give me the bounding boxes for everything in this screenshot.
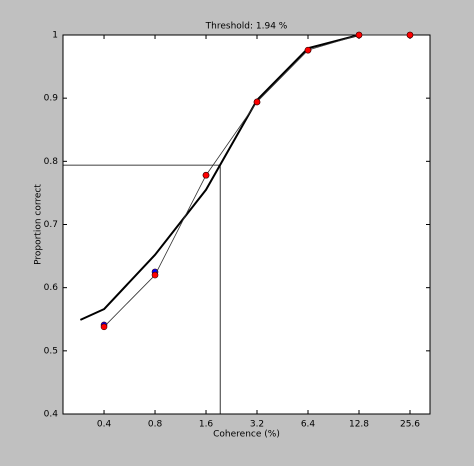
- data-point: [151, 271, 159, 279]
- x-tick-label: 25.6: [400, 420, 420, 430]
- data-point: [304, 46, 312, 54]
- data-point: [355, 31, 363, 39]
- y-axis-label: Proportion correct: [34, 184, 44, 265]
- data-point: [406, 31, 414, 39]
- y-tick-label: 0.6: [44, 283, 59, 293]
- x-tick-label: 1.6: [199, 420, 214, 430]
- data-point: [253, 98, 261, 106]
- x-axis-label: Coherence (%): [213, 430, 280, 440]
- y-tick-label: 0.5: [44, 346, 58, 356]
- data-point: [100, 323, 108, 331]
- y-tick-label: 0.4: [44, 410, 59, 420]
- x-tick-label: 0.4: [97, 420, 112, 430]
- y-tick-label: 1: [52, 31, 58, 41]
- y-tick-label: 0.9: [44, 94, 59, 104]
- y-tick-label: 0.8: [44, 157, 59, 167]
- data-point: [202, 171, 210, 179]
- x-tick-label: 0.8: [148, 420, 163, 430]
- x-tick-label: 12.8: [349, 420, 369, 430]
- x-tick-label: 3.2: [250, 420, 264, 430]
- chart-title: Threshold: 1.94 %: [205, 22, 288, 32]
- x-tick-label: 6.4: [301, 420, 316, 430]
- y-tick-label: 0.7: [44, 220, 58, 230]
- axes-box: [62, 34, 431, 415]
